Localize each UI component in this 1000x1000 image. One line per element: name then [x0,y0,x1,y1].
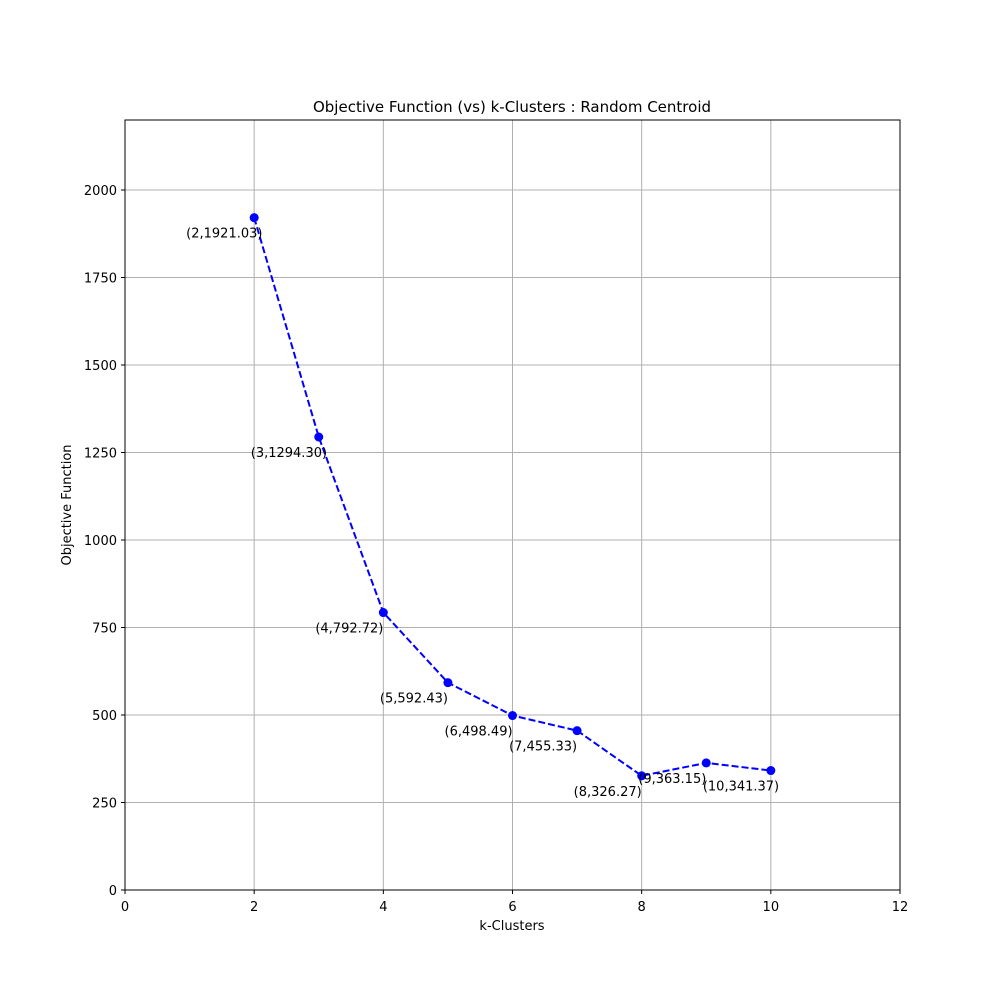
data-point-marker [766,766,776,776]
data-point-marker [637,771,647,781]
data-point-label: (7,455.33) [509,740,577,755]
x-axis-title: k-Clusters [479,919,544,934]
data-point-marker [508,711,517,721]
chart-title: Objective Function (vs) k-Clusters : Ran… [313,98,711,116]
data-point-marker [572,726,582,736]
axes: 0 2 4 6 8 10 12 0 250 500 750 1000 1250 1500 1750 2000 [84,119,909,915]
point-labels: (2,1921.03) (3,1294.30) (4,792.72) (5,592.4… [186,227,779,800]
x-tick-label: 4 [379,900,387,915]
y-tick-label: 1000 [84,534,117,549]
x-tick-label: 10 [763,900,780,915]
x-tick-label: 8 [638,900,646,915]
data-point-label: (10,341.37) [703,780,779,795]
grid [125,120,900,890]
data-point-label: (4,792.72) [315,622,383,637]
y-tick-label: 1500 [84,359,117,374]
y-tick-label: 2000 [84,184,117,199]
data-point-marker [249,213,259,223]
data-point-marker [378,608,388,618]
data-point-label: (5,592.43) [380,692,448,707]
data-point-marker [701,758,711,768]
y-axis-title: Objective Function [60,444,75,565]
y-tick-label: 1750 [84,272,117,287]
y-tick-label: 1250 [84,447,117,462]
y-tick-label: 750 [92,622,117,637]
data-point-marker [443,678,453,688]
x-tick-label: 6 [508,900,516,915]
y-tick-label: 500 [92,709,117,724]
data-point-label: (9,363.15) [638,772,706,787]
series [249,213,776,781]
x-tick-label: 2 [250,900,258,915]
y-tick-label: 250 [92,797,117,812]
data-point-label: (2,1921.03) [186,227,262,242]
data-point-label: (6,498.49) [445,725,513,740]
data-point-marker [314,432,324,442]
x-tick-label: 12 [892,900,909,915]
x-tick-label: 0 [121,900,129,915]
data-point-label: (8,326.27) [574,785,642,800]
y-tick-label: 0 [109,884,117,899]
data-point-label: (3,1294.30) [251,446,327,461]
